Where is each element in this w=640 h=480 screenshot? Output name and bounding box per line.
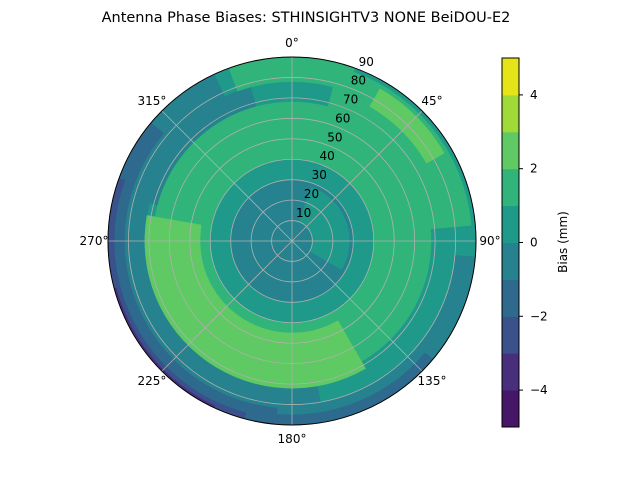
angle-tick-label: 135° xyxy=(418,374,447,388)
angle-tick-label: 270° xyxy=(80,234,109,248)
radial-tick-label: 60 xyxy=(335,111,350,125)
angle-tick-label: 0° xyxy=(285,36,299,50)
radial-tick-label: 80 xyxy=(351,74,366,88)
angle-gridline xyxy=(161,110,293,242)
angle-tick-label: 315° xyxy=(138,94,167,108)
colorbar-tick-label: 0 xyxy=(530,236,538,250)
colorbar-segment xyxy=(502,205,519,243)
colorbar-tick-label: 4 xyxy=(530,88,538,102)
colorbar-tick-label: −2 xyxy=(530,309,548,323)
colorbar-segment xyxy=(502,94,519,133)
colorbar-tick-label: 2 xyxy=(530,162,538,176)
polar-frame xyxy=(107,56,477,426)
radial-tick-label: 50 xyxy=(327,130,342,144)
radial-tick-label: 30 xyxy=(312,168,327,182)
colorbar-segment xyxy=(502,279,519,317)
chart-title: Antenna Phase Biases: STHINSIGHTV3 NONE … xyxy=(102,10,511,26)
colorbar-segment xyxy=(502,131,519,170)
contour-region-12 xyxy=(144,215,366,389)
radial-tick-label: 10 xyxy=(296,206,311,220)
angle-gridline xyxy=(161,240,293,372)
angle-tick-label: 225° xyxy=(138,374,167,388)
angle-tick-label: 180° xyxy=(278,432,307,446)
angle-gridline xyxy=(291,240,423,372)
colorbar: −4 −2 0 2 4 xyxy=(501,57,548,428)
colorbar-segment xyxy=(502,168,519,207)
colorbar-tick-label: −4 xyxy=(530,383,548,397)
colorbar-segment xyxy=(502,242,519,280)
angle-gridline xyxy=(291,110,423,242)
contour-region-9 xyxy=(327,66,472,230)
radial-tick-label: 20 xyxy=(304,187,319,201)
colorbar-segment xyxy=(502,390,519,428)
angle-tick-label: 90° xyxy=(479,234,500,248)
colorbar-segment xyxy=(502,58,519,96)
radial-tick-label: 70 xyxy=(343,93,358,107)
radial-tick-label: 90 xyxy=(359,55,374,69)
colorbar-segment xyxy=(502,316,519,354)
polar-plot-area: 0° 45° 90° 135° 180° 225° 270° 315° 10 20 30 40 50 60… xyxy=(80,36,501,446)
colorbar-segment xyxy=(502,353,519,391)
colorbar-label: Bias (mm) xyxy=(556,211,570,273)
radial-tick-label: 40 xyxy=(319,149,334,163)
angle-tick-label: 45° xyxy=(421,94,442,108)
